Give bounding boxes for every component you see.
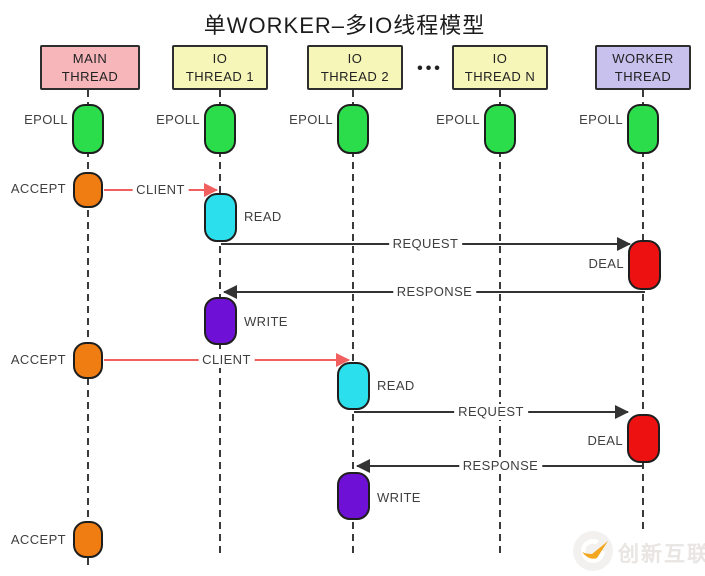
- thread-box-io1-line2: THREAD 1: [185, 68, 255, 84]
- lifeline-ion: [499, 90, 501, 558]
- epoll-oval-worker: [627, 104, 659, 154]
- thread-box-worker-line2: THREAD: [614, 68, 672, 84]
- accept-label-1: ACCEPT: [10, 181, 66, 196]
- accept-label-3: ACCEPT: [10, 532, 66, 547]
- write-oval-1: [204, 297, 237, 345]
- deal-oval-1: [628, 240, 661, 290]
- response-arrow-2-label: RESPONSE: [458, 458, 543, 474]
- lifeline-main: [87, 90, 89, 570]
- response-arrow-1-arrowhead-icon: [223, 285, 237, 299]
- thread-box-ion: IO THREAD N: [452, 45, 548, 90]
- accept-oval-2: [73, 342, 103, 379]
- more-threads-ellipsis: •••: [417, 60, 443, 77]
- epoll-oval-main: [72, 104, 104, 154]
- thread-box-io2: IO THREAD 2: [307, 45, 403, 90]
- epoll-label-worker: EPOLL: [579, 112, 623, 127]
- diagram-title: 单WORKER–多IO线程模型: [203, 13, 486, 38]
- read-oval-2: [337, 362, 370, 410]
- epoll-oval-io1: [204, 104, 236, 154]
- request-arrow-1-label: REQUEST: [388, 236, 463, 252]
- read-label-2: READ: [377, 378, 415, 393]
- epoll-oval-io2: [337, 104, 369, 154]
- request-arrow-2-label: REQUEST: [454, 404, 528, 420]
- response-arrow-2-arrowhead-icon: [356, 459, 370, 473]
- request-arrow-1-arrowhead-icon: [617, 237, 631, 251]
- thread-box-ion-line2: THREAD N: [464, 68, 536, 84]
- lifeline-io2: [352, 90, 354, 558]
- thread-box-io1-line1: IO: [212, 51, 228, 67]
- deal-label-2: DEAL: [587, 433, 623, 448]
- epoll-label-ion: EPOLL: [436, 112, 480, 127]
- write-label-1: WRITE: [244, 314, 288, 329]
- epoll-label-io2: EPOLL: [289, 112, 333, 127]
- thread-box-io2-line2: THREAD 2: [320, 68, 390, 84]
- deal-oval-2: [627, 414, 660, 463]
- thread-box-io1: IO THREAD 1: [172, 45, 268, 90]
- epoll-label-main: EPOLL: [24, 112, 68, 127]
- deal-label-1: DEAL: [588, 256, 624, 271]
- thread-box-ion-line1: IO: [492, 51, 508, 67]
- response-arrow-1-label: RESPONSE: [392, 284, 477, 300]
- thread-box-worker-line1: WORKER: [612, 51, 674, 67]
- thread-box-io2-line1: IO: [347, 51, 363, 67]
- watermark-brand-text: 创新互联: [618, 543, 705, 566]
- client-arrow-1-label: CLIENT: [132, 182, 189, 198]
- thread-box-main-line2: THREAD: [61, 68, 119, 84]
- write-label-2: WRITE: [377, 490, 421, 505]
- accept-oval-3: [73, 521, 103, 558]
- accept-oval-1: [73, 172, 103, 208]
- lifeline-worker: [642, 90, 644, 532]
- thread-box-main: MAIN THREAD: [40, 45, 140, 90]
- client-arrow-2-label: CLIENT: [198, 352, 255, 368]
- epoll-label-io1: EPOLL: [156, 112, 200, 127]
- thread-box-worker: WORKER THREAD: [595, 45, 691, 90]
- watermark-logo-icon: [572, 530, 614, 572]
- request-arrow-2-arrowhead-icon: [615, 405, 629, 419]
- thread-box-main-line1: MAIN: [72, 51, 108, 67]
- read-oval-1: [204, 193, 237, 242]
- write-oval-2: [337, 472, 370, 520]
- accept-label-2: ACCEPT: [10, 352, 66, 367]
- epoll-oval-ion: [484, 104, 516, 154]
- read-label-1: READ: [244, 209, 282, 224]
